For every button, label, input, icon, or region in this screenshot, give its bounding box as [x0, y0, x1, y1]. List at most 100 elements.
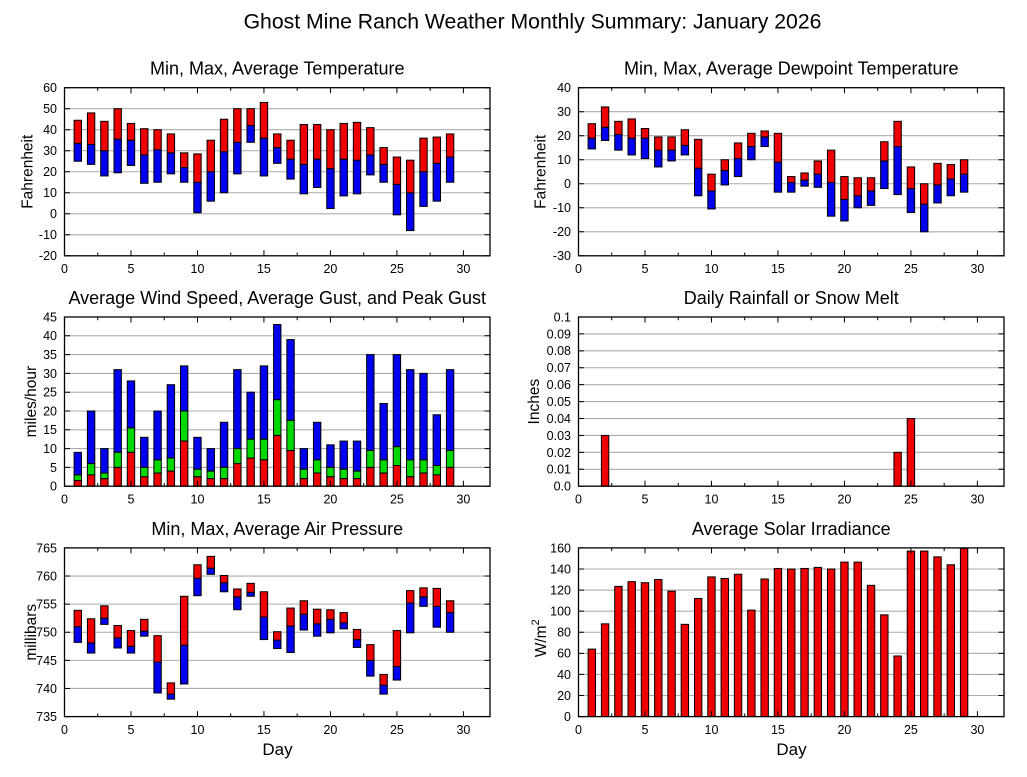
svg-text:millibars: millibars	[23, 604, 40, 661]
svg-text:0: 0	[61, 723, 68, 737]
svg-text:50: 50	[43, 102, 57, 116]
svg-text:0: 0	[564, 710, 571, 724]
svg-text:0: 0	[575, 723, 582, 737]
svg-text:10: 10	[191, 262, 205, 276]
svg-text:Inches: Inches	[526, 379, 543, 425]
svg-text:25: 25	[43, 386, 57, 400]
svg-text:735: 735	[36, 710, 57, 724]
svg-text:20: 20	[323, 262, 337, 276]
svg-text:30: 30	[970, 262, 984, 276]
svg-text:745: 745	[36, 654, 57, 668]
svg-text:20: 20	[43, 165, 57, 179]
svg-text:100: 100	[550, 605, 571, 619]
svg-text:140: 140	[550, 562, 571, 576]
svg-text:5: 5	[128, 493, 135, 507]
svg-text:80: 80	[557, 626, 571, 640]
svg-text:40: 40	[43, 329, 57, 343]
svg-text:-20: -20	[553, 225, 571, 239]
svg-text:10: 10	[43, 442, 57, 456]
svg-text:Fahrenheit: Fahrenheit	[533, 134, 550, 209]
svg-text:Day: Day	[262, 740, 293, 759]
svg-text:5: 5	[642, 262, 649, 276]
svg-text:Fahrenheit: Fahrenheit	[20, 134, 37, 209]
svg-text:Ghost Mine Ranch Weather Month: Ghost Mine Ranch Weather Monthly Summary…	[244, 11, 822, 34]
svg-text:0.09: 0.09	[547, 327, 571, 341]
svg-text:750: 750	[36, 626, 57, 640]
svg-text:35: 35	[43, 348, 57, 362]
svg-text:Average Solar Irradiance: Average Solar Irradiance	[692, 519, 891, 539]
svg-text:760: 760	[36, 569, 57, 583]
svg-text:Day: Day	[776, 740, 807, 759]
svg-text:0.03: 0.03	[547, 429, 571, 443]
svg-text:0: 0	[50, 480, 57, 494]
svg-text:20: 20	[837, 723, 851, 737]
svg-text:10: 10	[191, 723, 205, 737]
svg-text:45: 45	[43, 310, 57, 324]
svg-text:20: 20	[837, 493, 851, 507]
svg-text:10: 10	[705, 723, 719, 737]
svg-text:0.1: 0.1	[554, 310, 571, 324]
svg-text:740: 740	[36, 682, 57, 696]
svg-text:755: 755	[36, 598, 57, 612]
svg-text:30: 30	[456, 493, 470, 507]
svg-text:25: 25	[390, 493, 404, 507]
svg-text:160: 160	[550, 541, 571, 555]
svg-text:20: 20	[837, 262, 851, 276]
svg-text:15: 15	[257, 723, 271, 737]
svg-text:10: 10	[191, 493, 205, 507]
svg-text:0.04: 0.04	[547, 412, 571, 426]
svg-text:10: 10	[43, 186, 57, 200]
svg-text:20: 20	[323, 493, 337, 507]
svg-text:20: 20	[557, 689, 571, 703]
svg-text:5: 5	[642, 493, 649, 507]
svg-text:10: 10	[705, 493, 719, 507]
svg-text:Average Wind Speed, Average Gu: Average Wind Speed, Average Gust, and Pe…	[68, 288, 486, 308]
svg-text:60: 60	[43, 81, 57, 95]
svg-text:0.01: 0.01	[547, 463, 571, 477]
svg-text:0.07: 0.07	[547, 361, 571, 375]
svg-text:10: 10	[705, 262, 719, 276]
svg-text:15: 15	[257, 493, 271, 507]
svg-text:10: 10	[557, 153, 571, 167]
svg-text:0: 0	[575, 493, 582, 507]
svg-text:25: 25	[904, 262, 918, 276]
svg-text:5: 5	[128, 262, 135, 276]
svg-text:30: 30	[456, 262, 470, 276]
svg-text:Min, Max, Average Temperature: Min, Max, Average Temperature	[150, 59, 404, 79]
svg-text:765: 765	[36, 541, 57, 555]
svg-text:0.05: 0.05	[547, 395, 571, 409]
svg-text:5: 5	[50, 461, 57, 475]
svg-text:-10: -10	[553, 201, 571, 215]
svg-text:Daily Rainfall or Snow Melt: Daily Rainfall or Snow Melt	[684, 288, 899, 308]
svg-text:30: 30	[970, 493, 984, 507]
svg-text:20: 20	[43, 404, 57, 418]
svg-text:30: 30	[456, 723, 470, 737]
svg-text:W/m2: W/m2	[530, 619, 550, 657]
svg-text:-30: -30	[553, 249, 571, 263]
svg-text:-20: -20	[39, 249, 57, 263]
svg-text:15: 15	[257, 262, 271, 276]
svg-text:30: 30	[43, 144, 57, 158]
svg-text:30: 30	[43, 367, 57, 381]
svg-text:0.06: 0.06	[547, 378, 571, 392]
svg-text:15: 15	[771, 262, 785, 276]
svg-text:0: 0	[50, 207, 57, 221]
svg-text:20: 20	[323, 723, 337, 737]
svg-text:miles/hour: miles/hour	[23, 366, 40, 438]
svg-text:20: 20	[557, 129, 571, 143]
svg-text:Min, Max, Average Dewpoint Tem: Min, Max, Average Dewpoint Temperature	[624, 59, 959, 79]
svg-text:40: 40	[43, 123, 57, 137]
svg-text:0.02: 0.02	[547, 446, 571, 460]
svg-text:15: 15	[43, 423, 57, 437]
svg-text:60: 60	[557, 647, 571, 661]
svg-text:30: 30	[970, 723, 984, 737]
svg-text:40: 40	[557, 668, 571, 682]
svg-text:25: 25	[390, 723, 404, 737]
svg-text:25: 25	[390, 262, 404, 276]
svg-text:15: 15	[771, 493, 785, 507]
svg-text:25: 25	[904, 723, 918, 737]
svg-text:0.08: 0.08	[547, 344, 571, 358]
svg-text:25: 25	[904, 493, 918, 507]
svg-text:0: 0	[564, 177, 571, 191]
svg-text:30: 30	[557, 105, 571, 119]
